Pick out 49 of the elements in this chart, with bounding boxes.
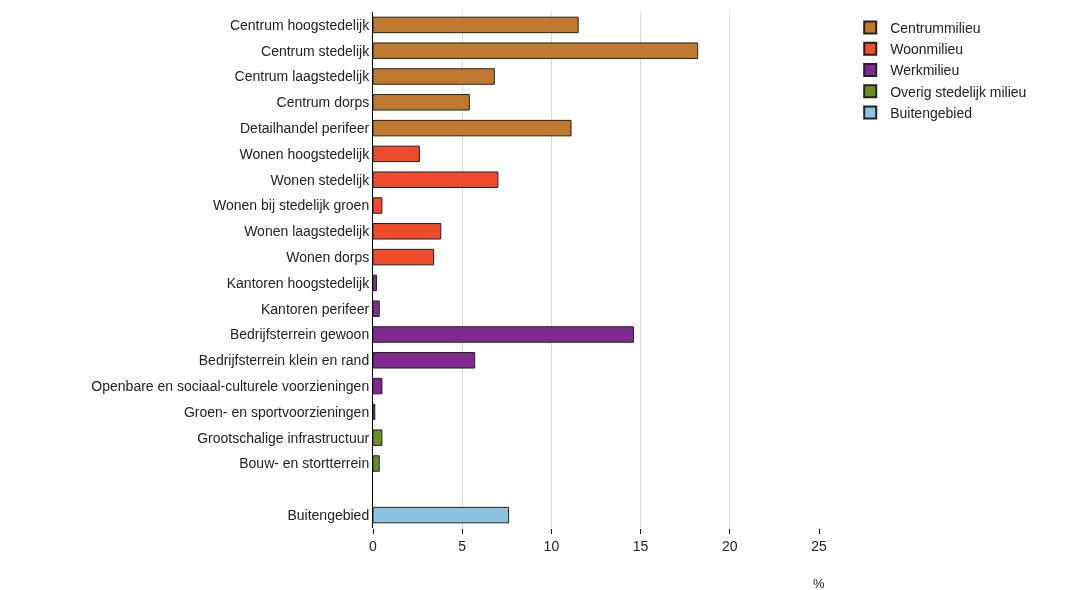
y-tick-label: Centrum hoogstedelijk [229,16,371,33]
y-tick-label: Centrum dorps [276,94,370,111]
bar [373,326,634,343]
x-axis-title: % [813,576,825,590]
legend-label: Overig stedelijk milieu [890,83,1027,100]
bar [373,352,476,369]
y-tick-label: Centrum laagstedelijk [234,68,371,85]
y-tick-label: Openbare en sociaal-culturele voorzieningen [91,378,370,394]
y-tick-label: Kantoren perifeer [261,300,370,317]
legend-label: Centrummilieu [890,20,981,37]
bar [373,42,699,59]
bar [373,68,495,85]
bar [373,16,579,34]
bar [373,94,470,111]
y-tick-label: Buitengebied [287,507,370,523]
legend-label: Werkmilieu [890,62,960,79]
y-tick-label: Wonen stedelijk [270,171,371,188]
y-tick-label: Wonen hoogstedelijk [239,145,371,162]
bar [373,197,383,214]
x-tick-label: 20 [722,537,738,554]
y-tick-label: Bedrijfsterrein gewoon [229,326,370,343]
y-tick-label: Wonen bij stedelijk groen [213,197,370,214]
bar [373,145,420,163]
y-tick-label: Centrum stedelijk [261,42,371,59]
y-tick-label: Wonen dorps [286,249,370,265]
bar [373,119,572,137]
x-tick-label: 10 [543,537,560,554]
y-tick-label: Bouw- en stortterrein [239,455,370,472]
bar [373,171,499,188]
x-tick-label: 5 [458,537,467,554]
legend-label: Woonmilieu [890,41,964,58]
bar [373,455,380,472]
bar [373,223,442,240]
y-tick-label: Detailhandel perifeer [240,120,370,136]
bar [373,248,435,266]
bar [373,274,378,292]
y-tick-label: Bedrijfsterrein klein en rand [198,352,370,369]
y-tick-label: Groen- en sportvoorzieningen [183,403,370,420]
x-tick-label: 0 [369,537,378,554]
bar [373,429,383,446]
y-tick-label: Wonen laagstedelijk [244,223,371,240]
x-tick-label: 25 [811,537,827,554]
bar [373,300,380,317]
legend-label: Buitengebied [890,104,972,121]
x-tick-label: 15 [632,537,649,554]
bar [373,377,383,395]
y-tick-label: Grootschalige infrastructuur [197,429,370,446]
bar [373,506,510,524]
y-tick-label: Kantoren hoogstedelijk [226,274,371,291]
